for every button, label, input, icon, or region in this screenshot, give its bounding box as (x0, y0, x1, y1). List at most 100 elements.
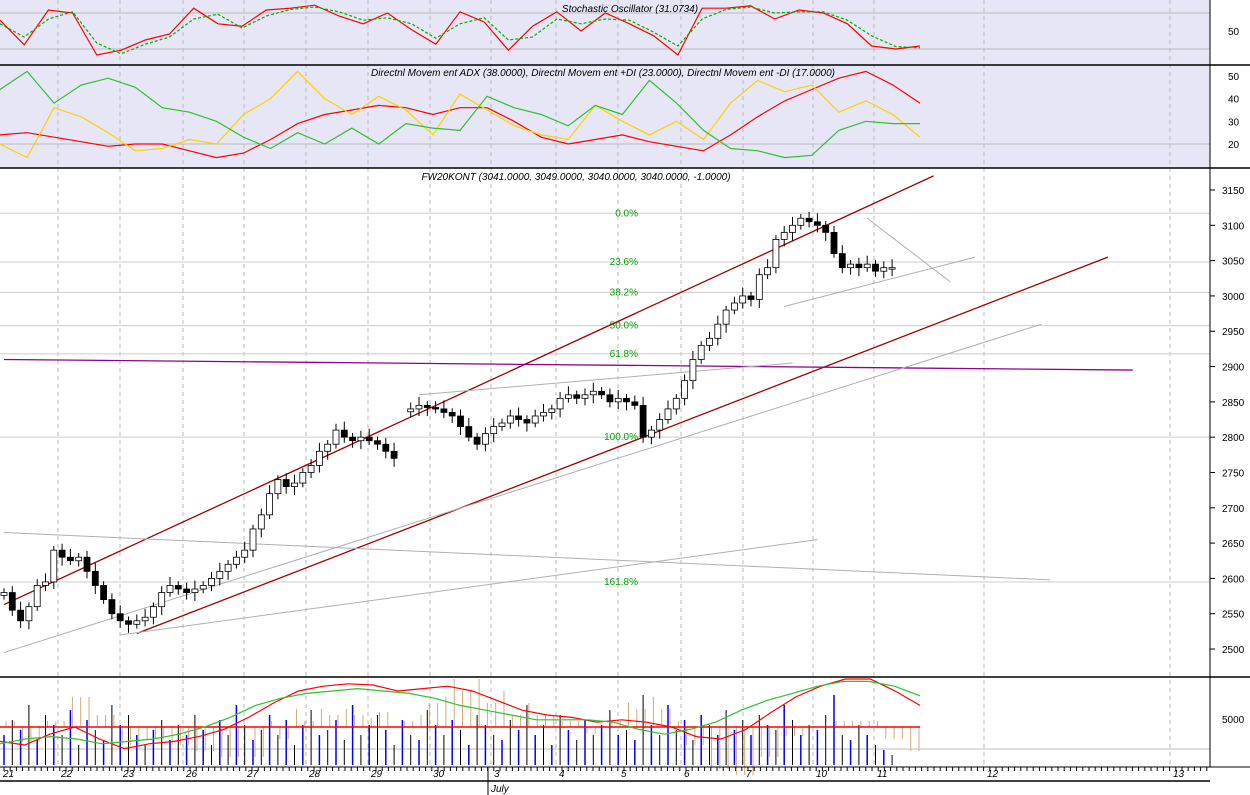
x-tick-label: 5 (621, 769, 627, 780)
candle-body (407, 408, 415, 413)
price-y-tick: 3000 (1222, 292, 1245, 303)
candle-body (457, 415, 464, 427)
candle-body (125, 620, 132, 625)
candle-body (324, 443, 332, 452)
price-y-tick: 2500 (1222, 645, 1245, 656)
candle-body (415, 404, 423, 410)
candle-body (340, 429, 348, 438)
price-y-tick: 2700 (1222, 504, 1245, 515)
candle-body (116, 613, 124, 622)
candle-body (166, 585, 174, 593)
x-tick-label: 23 (122, 769, 135, 780)
candle-body (606, 394, 614, 403)
candle-body (598, 390, 605, 396)
x-tick-label: 27 (246, 769, 259, 780)
candle-body (374, 440, 381, 445)
price-y-tick: 2950 (1222, 327, 1245, 338)
price-y-tick: 2900 (1222, 363, 1245, 374)
candle-body (847, 263, 854, 269)
price-y-tick: 2650 (1222, 539, 1245, 550)
x-tick-label: 7 (746, 769, 752, 780)
candle-body (274, 479, 282, 495)
candle-body (565, 394, 572, 399)
fibonacci-label: 61.8% (610, 349, 638, 360)
candle-body (672, 397, 680, 410)
candle-body (789, 224, 796, 233)
candle-body (266, 493, 274, 516)
candle-body (764, 267, 771, 276)
price-y-tick: 2550 (1222, 610, 1245, 621)
stochastic-title: Stochastic Oscillator (31.0734) (562, 4, 698, 15)
candle-body (822, 224, 830, 233)
candle-body (174, 585, 182, 590)
candle-body (639, 404, 647, 438)
x-tick-label: 11 (877, 769, 887, 780)
price-y-tick: 2750 (1222, 468, 1245, 479)
candle-body (100, 585, 107, 600)
price-title: FW20KONT (3041.0000, 3049.0000, 3040.000… (421, 172, 730, 183)
candle-body (33, 585, 41, 608)
candle-body (531, 415, 539, 424)
candle-body (50, 549, 58, 583)
x-tick-label: 22 (60, 769, 73, 780)
candle-body (872, 263, 879, 272)
candle-body (797, 217, 805, 226)
candle-body (548, 408, 556, 413)
volume-signal-line (0, 680, 921, 745)
price-y-tick: 2600 (1222, 574, 1245, 585)
fibonacci-label: 0.0% (615, 208, 638, 219)
x-tick-label: 28 (308, 769, 321, 780)
candle-body (448, 412, 456, 417)
volume-y-tick: 5000 (1222, 715, 1245, 726)
price-y-tick: 3100 (1222, 221, 1245, 232)
candle-body (523, 419, 531, 424)
x-tick-label: 6 (684, 769, 690, 780)
adx-title: Directnl Movem ent ADX (38.0000), Direct… (371, 68, 835, 79)
price-panel (0, 168, 1210, 677)
candle-body (838, 253, 846, 269)
candle-body (232, 556, 240, 565)
candle-body (581, 394, 589, 399)
candle-body (282, 479, 290, 488)
candle-body (465, 426, 473, 438)
candle-body (888, 267, 896, 270)
candle-body (249, 528, 257, 551)
candle-body (772, 239, 780, 269)
x-tick-label: 26 (185, 769, 198, 780)
trendline (3, 358, 1133, 371)
candle-body (515, 415, 522, 420)
candle-body (365, 436, 373, 442)
candle-body (490, 426, 498, 435)
trendline (3, 532, 1050, 581)
x-tick-label: 12 (987, 769, 999, 780)
candle-body (75, 556, 83, 562)
minus-di-line (0, 70, 920, 159)
candle-body (614, 397, 622, 403)
candle-body (133, 620, 141, 625)
price-y-tick: 3150 (1222, 186, 1245, 197)
candle-body (432, 407, 440, 410)
candle-body (91, 570, 99, 586)
candle-body (780, 231, 788, 240)
candle-body (332, 429, 340, 445)
adx-y-tick: 40 (1228, 95, 1240, 106)
month-label: July (490, 784, 510, 795)
candle-body (357, 436, 365, 442)
candle-body (805, 217, 813, 223)
x-tick-label: 3 (494, 769, 500, 780)
candle-body (648, 429, 655, 438)
candle-body (631, 401, 639, 406)
fibonacci-label: 38.2% (610, 287, 638, 298)
trendline (784, 256, 976, 308)
candle-body (714, 323, 722, 339)
candle-body (25, 606, 33, 622)
candle-body (731, 302, 738, 311)
candle-body (241, 549, 249, 558)
fibonacci-label: 50.0% (610, 321, 638, 332)
adx-y-tick: 30 (1228, 117, 1240, 128)
price-y-tick: 3050 (1222, 257, 1245, 268)
candle-body (149, 606, 157, 618)
volume-oscillator-line (0, 678, 921, 750)
